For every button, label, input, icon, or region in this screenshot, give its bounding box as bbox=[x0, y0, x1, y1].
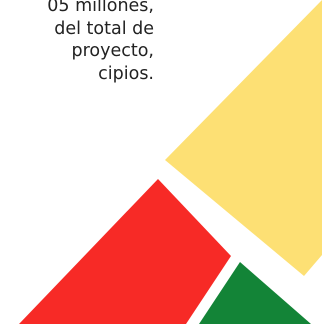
red-triangle bbox=[19, 179, 231, 324]
text-line: proyecto, bbox=[0, 40, 154, 63]
body-text: 05 millones, del total de proyecto, cipi… bbox=[0, 0, 154, 85]
text-line: cipios. bbox=[0, 63, 154, 86]
text-line: del total de bbox=[0, 18, 154, 41]
text-line: 05 millones, bbox=[0, 0, 154, 18]
